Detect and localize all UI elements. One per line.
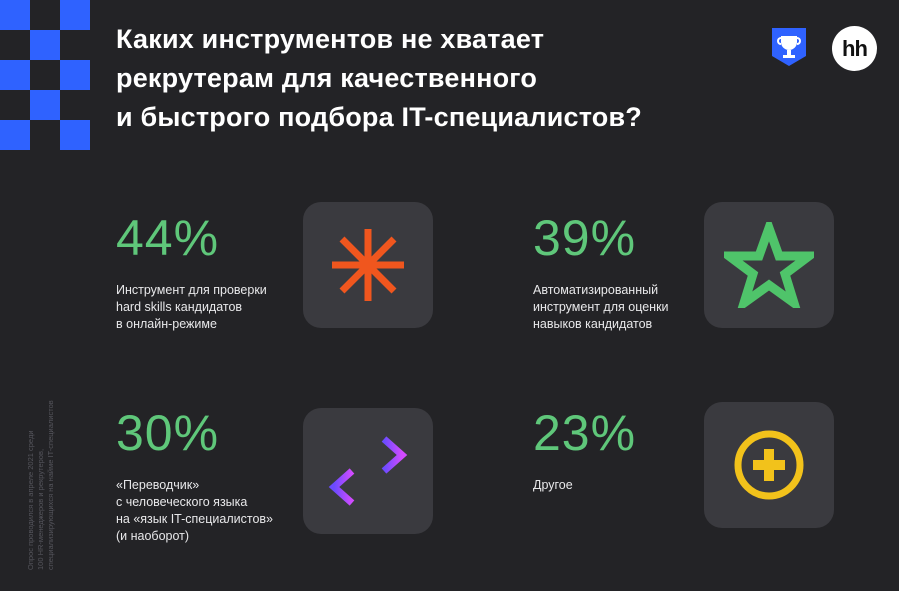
stat-value: 44% [116, 210, 220, 266]
page-title: Каких инструментов не хватает рекрутерам… [116, 24, 642, 132]
stat-value: 30% [116, 405, 220, 461]
icon-tile [303, 408, 433, 534]
stat-label: Инструмент для проверки hard skills канд… [116, 283, 267, 331]
stat-label: Автоматизированный инструмент для оценки… [533, 283, 669, 331]
asterisk-icon [332, 229, 404, 301]
hh-logo: hh [832, 26, 877, 71]
stat-value: 23% [533, 405, 637, 461]
icon-tile [303, 202, 433, 328]
checker-pattern [0, 0, 90, 150]
swap-arrows-icon [328, 436, 408, 506]
star-icon [724, 222, 814, 308]
stat-label: «Переводчик» с человеческого языка на «я… [116, 478, 274, 543]
icon-tile [704, 202, 834, 328]
plus-circle-icon [734, 430, 804, 500]
survey-footnote: Опрос проводился в апреле 2021 среди 100… [26, 400, 55, 570]
icon-tile [704, 402, 834, 528]
stat-value: 39% [533, 210, 637, 266]
stat-label: Другое [533, 478, 573, 492]
trophy-badge-icon [772, 28, 806, 66]
